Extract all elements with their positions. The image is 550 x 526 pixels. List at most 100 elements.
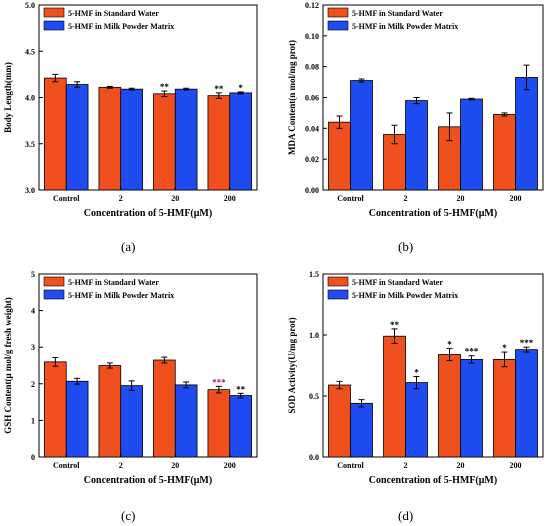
y-tick-label: 0.02 bbox=[305, 155, 319, 164]
x-tick-label: 200 bbox=[224, 194, 236, 203]
bar bbox=[328, 121, 351, 191]
y-tick-label: 1.0 bbox=[309, 331, 319, 340]
x-tick-label: 2 bbox=[119, 461, 123, 470]
significance-mark: * bbox=[238, 83, 243, 93]
y-axis-label: GSH Content(μ mol/g fresh weight) bbox=[3, 297, 13, 433]
significance-mark: *** bbox=[212, 377, 226, 387]
y-tick-label: 0.00 bbox=[305, 186, 319, 195]
y-tick-label: 1 bbox=[31, 416, 35, 425]
bar bbox=[229, 92, 252, 191]
bar bbox=[438, 354, 461, 458]
significance-mark: * bbox=[414, 367, 419, 377]
bar bbox=[207, 95, 231, 191]
bar bbox=[65, 84, 89, 191]
bar bbox=[383, 335, 406, 458]
x-tick-label: Control bbox=[53, 461, 80, 470]
y-tick-label: 0.5 bbox=[309, 392, 319, 401]
y-tick-label: 0.04 bbox=[305, 124, 319, 133]
y-tick-label: 2 bbox=[31, 380, 35, 389]
bar bbox=[229, 395, 252, 458]
bar bbox=[493, 114, 516, 191]
bar bbox=[120, 88, 143, 191]
bar bbox=[460, 98, 483, 191]
x-tick-label: 200 bbox=[510, 461, 522, 470]
bar bbox=[153, 93, 176, 191]
x-tick-label: 200 bbox=[510, 194, 522, 203]
significance-mark: ** bbox=[160, 82, 170, 92]
x-axis-label: Concentration of 5-HMF(μM) bbox=[369, 475, 497, 486]
y-axis-label: MDA Content(n mol/mg prot) bbox=[287, 40, 297, 155]
bar bbox=[44, 77, 67, 191]
x-axis-label: Concentration of 5-HMF(μM) bbox=[369, 208, 497, 219]
x-axis-label: Concentration of 5-HMF(μM) bbox=[84, 475, 212, 486]
legend-swatch bbox=[327, 7, 349, 18]
bar bbox=[65, 380, 89, 458]
bar bbox=[44, 361, 67, 458]
x-tick-label: 20 bbox=[171, 194, 179, 203]
legend-label: 5-HMF in Standard Water bbox=[352, 9, 443, 18]
bar bbox=[515, 77, 538, 191]
x-tick-label: Control bbox=[53, 194, 80, 203]
legend-swatch bbox=[327, 276, 349, 287]
y-tick-label: 0 bbox=[31, 453, 35, 462]
y-tick-label: 1.5 bbox=[309, 270, 319, 279]
bar bbox=[515, 349, 538, 458]
legend-swatch bbox=[327, 289, 349, 300]
bar bbox=[98, 365, 122, 458]
bar bbox=[405, 100, 428, 191]
legend-swatch bbox=[43, 20, 65, 31]
bar bbox=[207, 389, 231, 458]
y-tick-label: 3.5 bbox=[25, 140, 35, 149]
legend-label: 5-HMF in Milk Powder Matrix bbox=[68, 291, 174, 300]
y-axis-label: SOD Activity(U/mg prot) bbox=[287, 317, 297, 413]
bar bbox=[493, 358, 516, 458]
x-tick-label: 2 bbox=[404, 194, 408, 203]
x-axis-label: Concentration of 5-HMF(μM) bbox=[84, 208, 212, 219]
significance-mark: ** bbox=[214, 84, 224, 94]
bar bbox=[98, 86, 122, 191]
bar bbox=[350, 80, 373, 191]
significance-mark: ** bbox=[390, 320, 400, 330]
y-tick-label: 5.0 bbox=[25, 1, 35, 10]
panel-label-c: (c) bbox=[121, 508, 136, 523]
panel-label-d: (d) bbox=[398, 508, 414, 523]
bar bbox=[405, 382, 428, 458]
bar bbox=[460, 358, 483, 458]
significance-mark: ** bbox=[236, 384, 246, 394]
y-tick-label: 0.10 bbox=[305, 32, 319, 41]
y-tick-label: 3 bbox=[31, 343, 35, 352]
x-tick-label: 20 bbox=[457, 194, 465, 203]
y-tick-label: 5 bbox=[31, 270, 35, 279]
x-tick-label: Control bbox=[337, 461, 364, 470]
y-tick-label: 0.12 bbox=[305, 1, 319, 10]
x-tick-label: 200 bbox=[224, 461, 236, 470]
legend-label: 5-HMF in Milk Powder Matrix bbox=[352, 22, 458, 31]
panel-label-a: (a) bbox=[121, 239, 136, 254]
legend-swatch bbox=[43, 7, 65, 18]
bar bbox=[153, 359, 176, 458]
legend-swatch bbox=[43, 276, 65, 287]
chart-panel-2: 0.00 0.02 0.04 0.06 0.08 0.10 0.12 Control 2 20 20… bbox=[287, 1, 544, 219]
significance-mark: * bbox=[502, 343, 507, 353]
y-tick-label: 0.06 bbox=[305, 94, 319, 103]
legend-swatch bbox=[43, 289, 65, 300]
legend-label: 5-HMF in Standard Water bbox=[68, 9, 159, 18]
y-tick-label: 4.5 bbox=[25, 47, 35, 56]
bar bbox=[174, 384, 198, 458]
significance-mark: *** bbox=[465, 347, 479, 357]
significance-mark: * bbox=[447, 339, 452, 349]
legend-swatch bbox=[327, 20, 349, 31]
x-tick-label: Control bbox=[337, 194, 364, 203]
y-tick-label: 4 bbox=[31, 307, 35, 316]
x-tick-label: 20 bbox=[171, 461, 179, 470]
legend-label: 5-HMF in Milk Powder Matrix bbox=[68, 22, 174, 31]
y-tick-label: 0.08 bbox=[305, 63, 319, 72]
panel-label-b: (b) bbox=[398, 239, 414, 254]
y-axis-label: Body Length(mm) bbox=[3, 62, 13, 133]
x-tick-label: 20 bbox=[457, 461, 465, 470]
plot-frame bbox=[322, 273, 544, 458]
